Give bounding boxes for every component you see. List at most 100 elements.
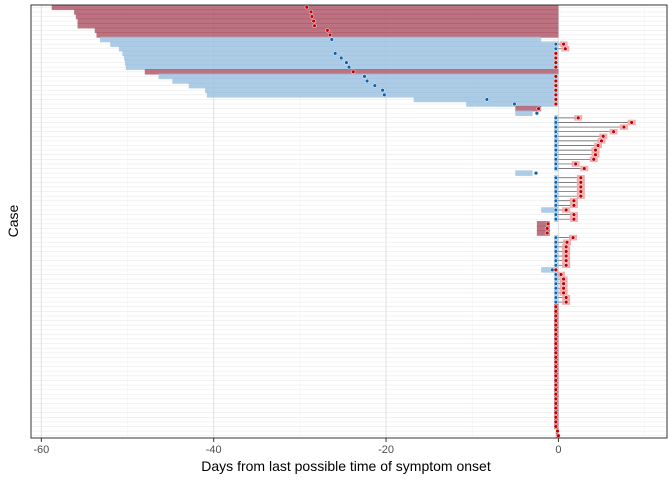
onset-point-red xyxy=(553,322,558,328)
interval-bar xyxy=(515,110,533,117)
interval-bar xyxy=(125,64,559,70)
interval-bar xyxy=(74,9,559,15)
onset-point-red xyxy=(553,65,558,70)
onset-point-blue xyxy=(372,83,378,88)
onset-point-red xyxy=(553,396,558,401)
x-tick-label: -60 xyxy=(33,444,49,456)
interval-bar xyxy=(515,170,533,176)
onset-point-red xyxy=(553,382,558,388)
onset-point-blue xyxy=(380,88,385,93)
interval-bar xyxy=(466,101,559,107)
x-axis-ticks: -60 -40 -20 0 xyxy=(33,438,561,456)
onset-point-red xyxy=(578,184,583,190)
onset-point-red xyxy=(553,327,558,332)
onset-point-blue xyxy=(553,212,558,217)
onset-point-red xyxy=(553,424,558,429)
interval-bar xyxy=(96,32,559,38)
onset-point-blue xyxy=(533,170,539,176)
onset-point-blue xyxy=(553,290,558,295)
onset-point-red xyxy=(601,134,606,139)
onset-point-red xyxy=(553,318,558,323)
onset-point-red xyxy=(564,299,569,305)
onset-point-red xyxy=(564,253,569,259)
onset-point-blue xyxy=(553,198,558,203)
onset-point-red xyxy=(593,152,598,157)
onset-point-red xyxy=(553,313,558,319)
interval-bar xyxy=(541,267,559,273)
x-tick-label: 0 xyxy=(555,444,561,456)
onset-point-red xyxy=(595,143,601,148)
interval-bar xyxy=(158,73,559,80)
onset-point-red xyxy=(561,42,566,47)
onset-point-red xyxy=(553,304,558,309)
onset-point-red xyxy=(591,157,596,162)
onset-point-red xyxy=(571,198,577,203)
onset-point-red xyxy=(545,226,550,231)
onset-point-red xyxy=(553,78,558,84)
interval-bar xyxy=(99,36,542,43)
onset-point-red xyxy=(545,221,551,226)
onset-point-red xyxy=(553,387,558,392)
interval-bar xyxy=(124,59,559,66)
interval-bar xyxy=(536,230,550,236)
x-tick-label: -20 xyxy=(378,444,394,456)
onset-point-blue xyxy=(553,281,558,286)
onset-point-blue xyxy=(553,180,558,185)
onset-point-red xyxy=(578,194,583,199)
panel xyxy=(30,4,668,439)
onset-point-blue xyxy=(553,258,558,263)
onset-point-red xyxy=(578,175,583,180)
onset-point-blue xyxy=(553,143,558,148)
onset-point-blue xyxy=(553,253,558,259)
onset-point-red xyxy=(570,235,576,240)
onset-point-red xyxy=(553,309,558,314)
onset-point-red xyxy=(553,60,558,65)
onset-point-red xyxy=(553,336,558,342)
onset-point-blue xyxy=(553,244,558,249)
onset-point-blue xyxy=(553,184,558,190)
onset-point-blue xyxy=(553,148,558,153)
onset-point-red xyxy=(561,281,566,286)
onset-point-blue xyxy=(553,240,558,245)
y-axis-title: Case xyxy=(5,204,21,237)
onset-point-blue xyxy=(553,203,558,208)
onset-point-red xyxy=(351,69,356,74)
onset-point-red xyxy=(563,46,568,51)
onset-point-red xyxy=(561,286,566,291)
onset-point-blue xyxy=(553,166,558,171)
onset-point-blue xyxy=(553,286,558,291)
onset-point-blue xyxy=(553,46,558,51)
onset-point-blue xyxy=(484,97,490,102)
x-tick-label: -40 xyxy=(206,444,222,456)
onset-point-red xyxy=(553,55,558,61)
onset-point-red xyxy=(564,258,569,263)
onset-point-red xyxy=(553,101,558,107)
onset-point-red xyxy=(304,5,309,10)
onset-point-red xyxy=(556,433,561,438)
onset-point-red xyxy=(553,92,558,97)
onset-point-red xyxy=(578,180,583,185)
onset-point-red xyxy=(553,267,558,273)
onset-point-blue xyxy=(534,111,540,116)
onset-point-red xyxy=(553,373,558,378)
onset-point-red xyxy=(312,23,317,28)
onset-point-red xyxy=(553,378,558,383)
onset-point-red xyxy=(599,138,604,144)
onset-point-blue xyxy=(512,101,517,107)
onset-points xyxy=(304,5,634,438)
onset-point-red xyxy=(564,244,569,249)
onset-point-red xyxy=(553,355,558,360)
interval-bar xyxy=(122,50,559,57)
onset-point-blue xyxy=(553,217,558,222)
onset-point-red xyxy=(564,240,570,245)
onset-point-blue xyxy=(339,55,344,61)
onset-point-blue xyxy=(553,134,558,139)
onset-point-blue xyxy=(333,51,338,56)
onset-point-red xyxy=(545,230,550,236)
onset-point-red xyxy=(564,263,569,268)
onset-point-blue xyxy=(382,92,387,97)
onset-point-red xyxy=(553,51,558,56)
onset-point-red xyxy=(576,115,581,121)
onset-point-blue xyxy=(553,138,558,143)
